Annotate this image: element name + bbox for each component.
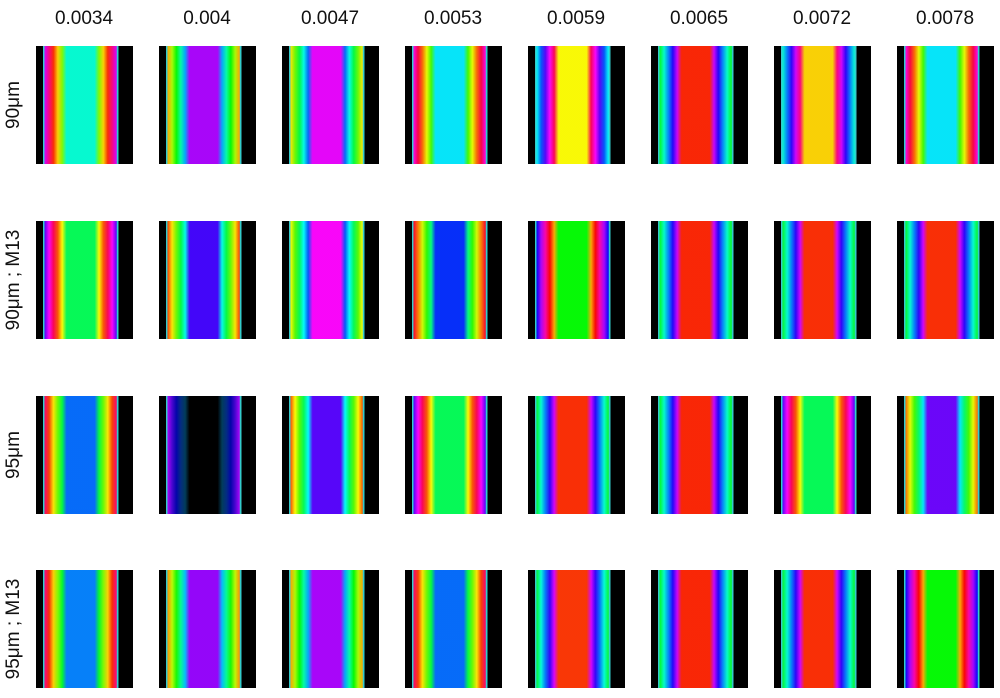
- image-tile: [651, 570, 748, 688]
- column-label: 0.0053: [393, 8, 513, 30]
- image-tile: [282, 221, 379, 339]
- column-label: 0.0065: [639, 8, 759, 30]
- image-tile: [282, 396, 379, 514]
- column-label: 0.004: [147, 8, 267, 30]
- image-tile: [405, 46, 502, 164]
- image-tile: [774, 570, 871, 688]
- column-label-text: 0.0072: [792, 8, 852, 29]
- image-tile: [528, 46, 625, 164]
- image-tile: [897, 46, 994, 164]
- image-tile: [651, 396, 748, 514]
- image-tile: [282, 46, 379, 164]
- image-tile: [36, 396, 133, 514]
- image-tile: [36, 46, 133, 164]
- image-tile: [36, 570, 133, 688]
- image-tile: [159, 221, 256, 339]
- image-tile: [651, 46, 748, 164]
- column-label: 0.0072: [762, 8, 882, 30]
- column-label-text: 0.004: [183, 8, 231, 29]
- image-tile: [774, 396, 871, 514]
- column-label: 0.0078: [885, 8, 1000, 30]
- image-tile: [159, 396, 256, 514]
- column-label-text: 0.0078: [915, 8, 975, 29]
- image-tile: [282, 570, 379, 688]
- row-label-text: 95μm: [3, 431, 24, 479]
- image-tile: [405, 396, 502, 514]
- column-label-text: 0.0053: [423, 8, 483, 29]
- image-tile: [897, 396, 994, 514]
- image-tile: [897, 570, 994, 688]
- image-tile: [36, 221, 133, 339]
- image-tile: [651, 221, 748, 339]
- column-label-text: 0.0047: [300, 8, 360, 29]
- column-label: 0.0047: [270, 8, 390, 30]
- image-tile: [405, 570, 502, 688]
- image-tile: [528, 221, 625, 339]
- column-label: 0.0034: [24, 8, 144, 30]
- image-tile: [528, 570, 625, 688]
- image-tile: [774, 46, 871, 164]
- column-label-text: 0.0034: [54, 8, 114, 29]
- image-tile: [159, 46, 256, 164]
- row-label-text: 90μm: [3, 81, 24, 129]
- column-label-text: 0.0065: [669, 8, 729, 29]
- image-tile: [159, 570, 256, 688]
- row-label-text: 95μm ; M13: [3, 578, 24, 680]
- column-label-text: 0.0059: [546, 8, 606, 29]
- row-label-text: 90μm ; M13: [3, 229, 24, 331]
- image-tile: [897, 221, 994, 339]
- image-tile: [774, 221, 871, 339]
- column-label: 0.0059: [516, 8, 636, 30]
- image-tile: [405, 221, 502, 339]
- image-tile: [528, 396, 625, 514]
